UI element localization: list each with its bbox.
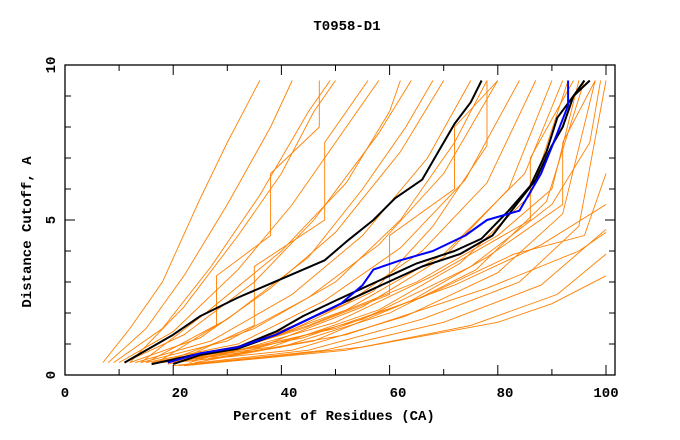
highlight-blue-line [167, 80, 570, 364]
model-line [200, 80, 580, 360]
model-line [194, 80, 596, 364]
y-axis-label: Distance Cutoff, A [20, 156, 36, 308]
highlight-lines [124, 79, 591, 366]
model-line [167, 173, 607, 365]
model-line [173, 80, 607, 367]
model-line [178, 228, 607, 367]
x-tick-labels: 0 20 40 60 80 100 [61, 386, 619, 402]
model-line [173, 80, 596, 364]
y-tick-label: 5 [44, 216, 60, 224]
model-line [156, 80, 320, 363]
model-line [124, 80, 412, 364]
model-line [162, 80, 488, 364]
model-line [173, 80, 369, 364]
model-line [102, 80, 261, 363]
model-line [129, 80, 445, 364]
model-line [146, 80, 520, 364]
model-line [183, 275, 607, 367]
model-line [145, 80, 434, 363]
model-line [189, 80, 499, 364]
y-tick-label: 0 [44, 371, 60, 379]
x-axis-label: Percent of Residues (CA) [233, 409, 435, 425]
other-models-lines [102, 80, 607, 367]
x-tick-label: 20 [172, 386, 189, 402]
model-line [113, 80, 331, 363]
model-line [183, 253, 607, 367]
x-tick-label: 100 [593, 386, 618, 402]
x-tick-label: 40 [281, 386, 298, 402]
model-line [118, 80, 380, 363]
model-line [107, 80, 293, 363]
y-tick-label: 10 [44, 57, 60, 74]
model-line [205, 80, 574, 360]
x-tick-label: 80 [497, 386, 514, 402]
model-line [216, 80, 564, 357]
model-line [205, 232, 607, 360]
x-tick-label: 60 [390, 386, 407, 402]
model-line [129, 80, 336, 363]
model-line [167, 80, 585, 364]
highlight-black-3-line [172, 79, 591, 366]
model-line [135, 80, 472, 364]
y-tick-labels: 0 5 10 [44, 57, 60, 380]
axis-ticks [64, 64, 615, 376]
model-line [140, 80, 401, 363]
model-line [194, 204, 607, 360]
x-tick-label: 0 [61, 386, 69, 402]
chart-title: T0958-D1 [313, 19, 380, 35]
highlight-black-1-line [124, 80, 483, 364]
